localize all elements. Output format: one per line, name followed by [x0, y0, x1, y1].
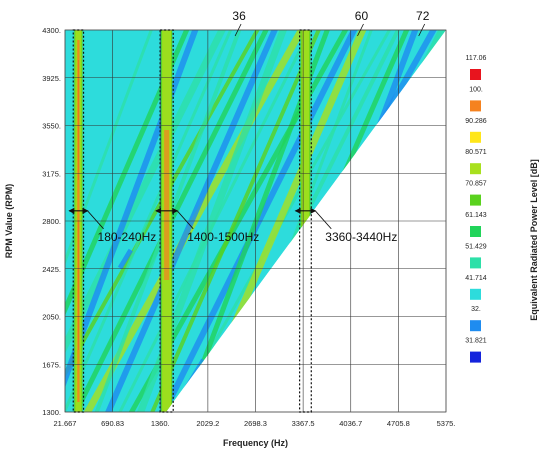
order-label: 60 — [355, 9, 369, 23]
colorbar-level-label: 80.571 — [465, 149, 487, 156]
colorbar-level-label: 32. — [471, 306, 481, 313]
x-tick-label: 3367.5 — [292, 419, 315, 428]
colorbar-level-label: 117.06 — [466, 55, 487, 62]
heatmap-streak — [489, 20, 550, 422]
heatmap-streak — [500, 20, 550, 422]
y-tick-label: 1300. — [42, 408, 61, 417]
y-tick-label: 3175. — [42, 169, 61, 178]
x-tick-label: 21.667 — [54, 419, 77, 428]
order-labels: 36 60 72 — [232, 9, 430, 37]
band-heat-core — [164, 130, 170, 280]
colorbar-swatch — [470, 351, 481, 363]
frequency-bands: 180-240Hz 1400-1500Hz 3360-3440Hz — [68, 29, 397, 413]
colorbar-level-label: 90.286 — [465, 118, 487, 125]
band-leader-line — [176, 210, 194, 230]
colorbar-level-label: 61.143 — [465, 212, 487, 219]
colorbar-level-label: 31.821 — [465, 338, 487, 345]
order-label: 36 — [232, 9, 246, 23]
y-axis-title: RPM Value (RPM) — [4, 184, 14, 259]
order-pointer — [234, 23, 242, 37]
colorbar-swatch — [470, 100, 481, 112]
heatmap-low-pocket — [245, 327, 276, 368]
y-tick-label: 2425. — [42, 265, 61, 274]
band-label: 3360-3440Hz — [325, 230, 397, 244]
colorbar-legend: 117.06 100. 90.286 80.571 70.857 61.143 51.429… — [465, 55, 487, 363]
heatmap-streak — [478, 20, 550, 422]
colorbar-level-label: 51.429 — [465, 243, 487, 250]
band-box — [298, 29, 312, 413]
x-tick-label: 690.83 — [101, 419, 124, 428]
plot-frame — [64, 29, 447, 413]
colorbar-swatch — [470, 69, 481, 80]
x-tick-label: 2029.2 — [196, 419, 219, 428]
colorbar-swatch — [470, 226, 481, 237]
y-tick-label: 2050. — [42, 313, 61, 322]
order-pointer — [418, 23, 426, 37]
band-label: 1400-1500Hz — [187, 230, 259, 244]
heatmap-low-pocket — [296, 247, 328, 293]
heatmap-low-pocket — [367, 168, 403, 222]
y-tick-label: 3925. — [42, 74, 61, 83]
colorbar-level-label: 41.714 — [465, 275, 487, 282]
colorbar-swatch — [470, 288, 481, 300]
colorbar-swatch — [470, 194, 481, 206]
x-tick-label: 4036.7 — [339, 419, 362, 428]
y-tick-label: 1675. — [42, 360, 61, 369]
band-leader-line — [87, 210, 104, 230]
band-box — [159, 29, 174, 413]
colorbar-swatch — [470, 163, 481, 175]
x-axis-ticks: 21.667 690.83 1360. 2029.2 2698.3 3367.5 4036.… — [54, 419, 456, 428]
x-tick-label: 4705.8 — [387, 419, 410, 428]
x-tick-label: 1360. — [151, 419, 170, 428]
x-tick-label: 5375. — [437, 419, 456, 428]
y-tick-label: 3550. — [42, 122, 61, 131]
colorbar-title: Equivalent Radiated Power Level [dB] — [529, 159, 539, 321]
x-tick-label: 2698.3 — [244, 419, 267, 428]
colorbar-swatch — [470, 320, 481, 332]
order-pointer — [357, 23, 364, 37]
colorbar-level-label: 100. — [469, 86, 483, 93]
heatmap-low-pocket — [117, 248, 133, 270]
y-tick-label: 4300. — [42, 26, 61, 35]
colorbar-level-label: 70.857 — [465, 181, 487, 188]
band-leader-line — [314, 210, 332, 230]
band-label: 180-240Hz — [98, 230, 157, 244]
band-box — [72, 29, 85, 413]
y-tick-label: 2800. — [42, 217, 61, 226]
colorbar-swatch — [470, 131, 481, 143]
order-label: 72 — [416, 9, 430, 23]
x-axis-title: Frequency (Hz) — [223, 438, 288, 448]
y-axis-ticks: 4300. 3925. 3550. 3175. 2800. 2425. 2050. 1675.… — [42, 26, 61, 417]
colorbar-swatch — [470, 257, 481, 269]
